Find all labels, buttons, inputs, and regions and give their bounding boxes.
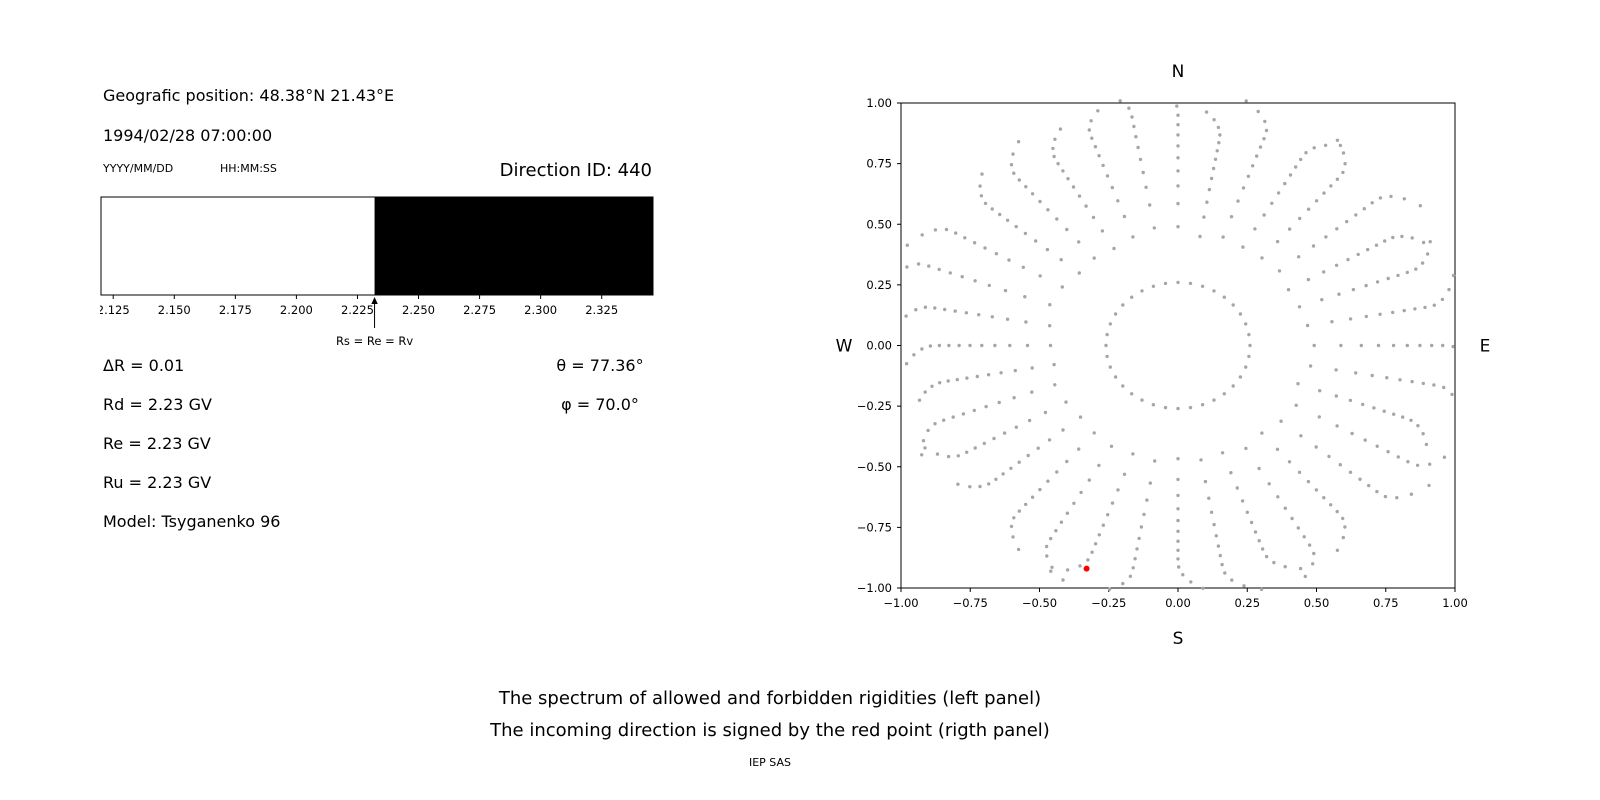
param-theta: θ = 77.36°	[556, 356, 644, 375]
direction-id-label: Direction ID: 440	[499, 160, 652, 181]
compass-north: N	[1172, 62, 1185, 82]
svg-text:0.50: 0.50	[866, 217, 892, 231]
svg-text:2.250: 2.250	[402, 303, 435, 317]
svg-text:2.125: 2.125	[100, 303, 130, 317]
compass-west: W	[836, 337, 853, 357]
svg-text:−1.00: −1.00	[883, 596, 918, 610]
geographic-position-label: Geografic position: 48.38°N 21.43°E	[103, 86, 395, 105]
param-phi: φ = 70.0°	[561, 395, 639, 414]
caption-line-1: The spectrum of allowed and forbidden ri…	[498, 688, 1042, 709]
param-model: Model: Tsyganenko 96	[103, 512, 281, 531]
svg-text:0.25: 0.25	[866, 278, 892, 292]
svg-text:−0.50: −0.50	[857, 460, 892, 474]
svg-text:0.50: 0.50	[1304, 596, 1330, 610]
cutoff-marker-label: Rs = Re = Rv	[336, 334, 413, 348]
svg-text:2.325: 2.325	[585, 303, 618, 317]
incoming-direction-chart: −1.00−1.00 −0.75 −0.75 −0.50 −0.50 −0.25 −0.25…	[836, 62, 1491, 649]
time-format-hint: HH:MM:SS	[220, 162, 277, 175]
incoming-direction-point	[1083, 565, 1090, 572]
param-re: Re = 2.23 GV	[103, 434, 211, 453]
rigidity-spectrum-chart: 2.125 2.150 2.175 2.200 2.225 2.250 2.275 2.300…	[100, 196, 654, 348]
param-ru: Ru = 2.23 GV	[103, 473, 212, 492]
svg-text:−0.75: −0.75	[953, 596, 988, 610]
region-forbidden	[374, 197, 653, 295]
svg-text:0.75: 0.75	[866, 157, 892, 171]
direction-axes-box	[900, 102, 1456, 589]
date-format-hint: YYYY/MM/DD	[103, 162, 174, 175]
svg-text:2.150: 2.150	[158, 303, 191, 317]
asymptotic-direction-dots	[904, 99, 1456, 592]
svg-text:−0.25: −0.25	[857, 399, 892, 413]
svg-text:−1.00: −1.00	[857, 581, 892, 595]
svg-text:2.175: 2.175	[219, 303, 252, 317]
svg-text:−0.75: −0.75	[857, 520, 892, 534]
svg-text:2.225: 2.225	[341, 303, 374, 317]
datetime-value: 1994/02/28 07:00:00	[103, 126, 273, 145]
svg-text:0.75: 0.75	[1373, 596, 1399, 610]
caption-line-2: The incoming direction is signed by the …	[490, 720, 1050, 741]
svg-text:0.00: 0.00	[1165, 596, 1191, 610]
compass-south: S	[1173, 629, 1184, 649]
svg-text:−0.50: −0.50	[1022, 596, 1057, 610]
svg-text:2.200: 2.200	[280, 303, 313, 317]
svg-text:2.300: 2.300	[524, 303, 557, 317]
param-rd: Rd = 2.23 GV	[103, 395, 212, 414]
svg-text:2.275: 2.275	[463, 303, 496, 317]
svg-text:1.00: 1.00	[866, 96, 892, 110]
region-allowed	[101, 197, 375, 295]
svg-text:0.25: 0.25	[1234, 596, 1260, 610]
compass-east: E	[1480, 337, 1491, 357]
caption-credit: IEP SAS	[748, 756, 792, 769]
param-delta-r: ΔR = 0.01	[103, 356, 185, 375]
svg-text:1.00: 1.00	[1442, 596, 1468, 610]
spectrum-axes-box	[100, 196, 654, 296]
svg-text:−0.25: −0.25	[1091, 596, 1126, 610]
svg-text:0.00: 0.00	[866, 339, 892, 353]
